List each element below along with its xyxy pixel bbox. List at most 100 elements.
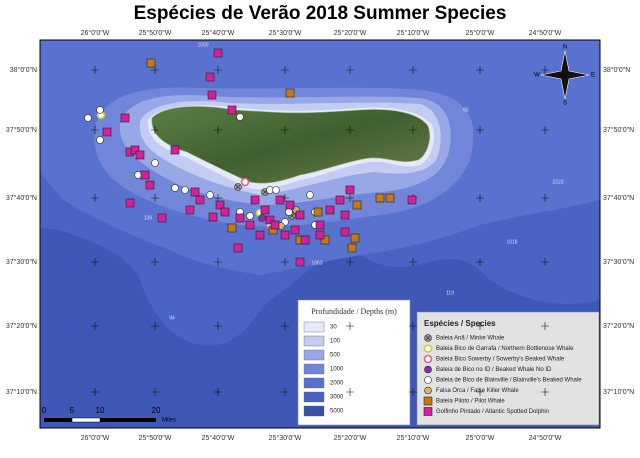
legend-label: 3000 xyxy=(330,395,344,401)
species-marker xyxy=(240,177,250,187)
species-marker xyxy=(375,193,385,203)
species-marker xyxy=(315,230,325,240)
graticule-cross xyxy=(281,126,289,134)
species-marker xyxy=(347,243,357,253)
graticule-cross xyxy=(541,388,549,396)
species-marker xyxy=(157,213,167,223)
graticule-cross xyxy=(346,322,354,330)
species-marker xyxy=(352,200,362,210)
species-marker xyxy=(300,235,310,245)
legend-title: Espécies / Species xyxy=(424,319,496,328)
species-marker xyxy=(190,187,200,197)
graticule-cross xyxy=(476,126,484,134)
graticule-cross xyxy=(214,194,222,202)
legend-swatch xyxy=(303,377,325,389)
legend-label: Baleia de Bico no ID / Beaked Whale No I… xyxy=(436,367,552,373)
species-marker xyxy=(270,220,280,230)
species-marker xyxy=(340,227,350,237)
graticule-cross xyxy=(541,322,549,330)
latitude-label: 37°40'0"N xyxy=(603,194,634,202)
species-marker xyxy=(206,191,214,199)
species-marker xyxy=(207,90,217,100)
species-marker xyxy=(246,212,254,220)
species-marker xyxy=(290,225,300,235)
legend-label: 30 xyxy=(330,325,337,331)
longitude-label: 25°0'0"W xyxy=(466,29,495,37)
graticule-cross xyxy=(151,322,159,330)
graticule-cross xyxy=(476,258,484,266)
species-marker xyxy=(102,127,112,137)
graticule-cross xyxy=(151,388,159,396)
graticule-cross xyxy=(409,258,417,266)
species-marker xyxy=(84,114,92,122)
legend-label: 100 xyxy=(330,339,341,345)
latitude-label: 37°30'0"N xyxy=(603,258,634,266)
species-marker xyxy=(345,185,355,195)
contour-label: 65 xyxy=(463,107,469,113)
species-marker xyxy=(245,220,255,230)
legend-swatch xyxy=(303,349,325,361)
longitude-label: 25°40'0"W xyxy=(202,29,235,37)
species-marker xyxy=(424,386,432,395)
species-marker xyxy=(260,205,270,215)
legend-swatch xyxy=(303,335,325,347)
species-marker xyxy=(250,195,260,205)
latitude-label: 38°0'0"N xyxy=(10,66,37,74)
species-marker xyxy=(181,186,189,194)
graticule-cross xyxy=(541,194,549,202)
scale-unit: Miles xyxy=(162,418,176,424)
latitude-label: 37°20'0"N xyxy=(603,322,634,330)
compass-letter: N xyxy=(563,45,567,51)
graticule-cross xyxy=(409,388,417,396)
legend-swatch xyxy=(303,321,325,333)
species-marker xyxy=(313,207,323,217)
graticule-cross xyxy=(346,66,354,74)
species-marker xyxy=(423,354,433,364)
species-marker xyxy=(146,58,156,68)
contour-label: 1500 xyxy=(197,42,208,48)
latitude-label: 37°10'0"N xyxy=(6,388,37,396)
legend-swatch xyxy=(303,405,325,417)
species-marker xyxy=(185,205,195,215)
contour-label: 1018 xyxy=(506,239,517,245)
legend-label: Baleia de Bico de Blainville / Blainvill… xyxy=(436,378,582,384)
species-marker xyxy=(213,48,223,58)
species-marker xyxy=(195,195,205,205)
species-marker xyxy=(385,193,395,203)
species-marker xyxy=(208,212,218,222)
scale-segment xyxy=(71,417,101,423)
longitude-label: 26°0'0"W xyxy=(81,434,110,442)
latitude-label: 37°50'0"N xyxy=(603,126,634,134)
latitude-label: 38°0'0"N xyxy=(603,66,630,74)
graticule-cross xyxy=(151,194,159,202)
scale-label: 20 xyxy=(152,406,161,415)
longitude-label: 25°20'0"W xyxy=(334,434,367,442)
latitude-label: 37°10'0"N xyxy=(603,388,634,396)
species-marker xyxy=(134,171,142,179)
longitude-label: 25°30'0"W xyxy=(269,29,302,37)
legend-title: Profundidade / Depths (m) xyxy=(311,307,397,316)
contour-label: 1063 xyxy=(311,260,322,266)
graticule-cross xyxy=(91,194,99,202)
species-marker xyxy=(120,113,130,123)
species-marker xyxy=(205,72,215,82)
legend-label: Golfinho Pintado / Atlantic Spotted Dolp… xyxy=(436,409,549,415)
legend-label: Baleia Bico de Garrafa / Northern Bottle… xyxy=(436,346,574,352)
graticule-cross xyxy=(214,126,222,134)
contour-label: 139 xyxy=(144,215,153,221)
graticule-cross xyxy=(281,66,289,74)
graticule-cross xyxy=(346,194,354,202)
longitude-label: 25°30'0"W xyxy=(269,434,302,442)
graticule-cross xyxy=(281,388,289,396)
species-marker xyxy=(227,223,237,233)
graticule-cross xyxy=(151,66,159,74)
contour-label: 119 xyxy=(446,290,454,296)
species-marker xyxy=(423,407,433,416)
species-marker-cross xyxy=(425,335,431,341)
graticule-cross xyxy=(214,258,222,266)
graticule-cross xyxy=(281,258,289,266)
graticule-cross xyxy=(214,322,222,330)
graticule-cross xyxy=(281,322,289,330)
species-marker xyxy=(265,215,275,225)
graticule-cross xyxy=(476,322,484,330)
